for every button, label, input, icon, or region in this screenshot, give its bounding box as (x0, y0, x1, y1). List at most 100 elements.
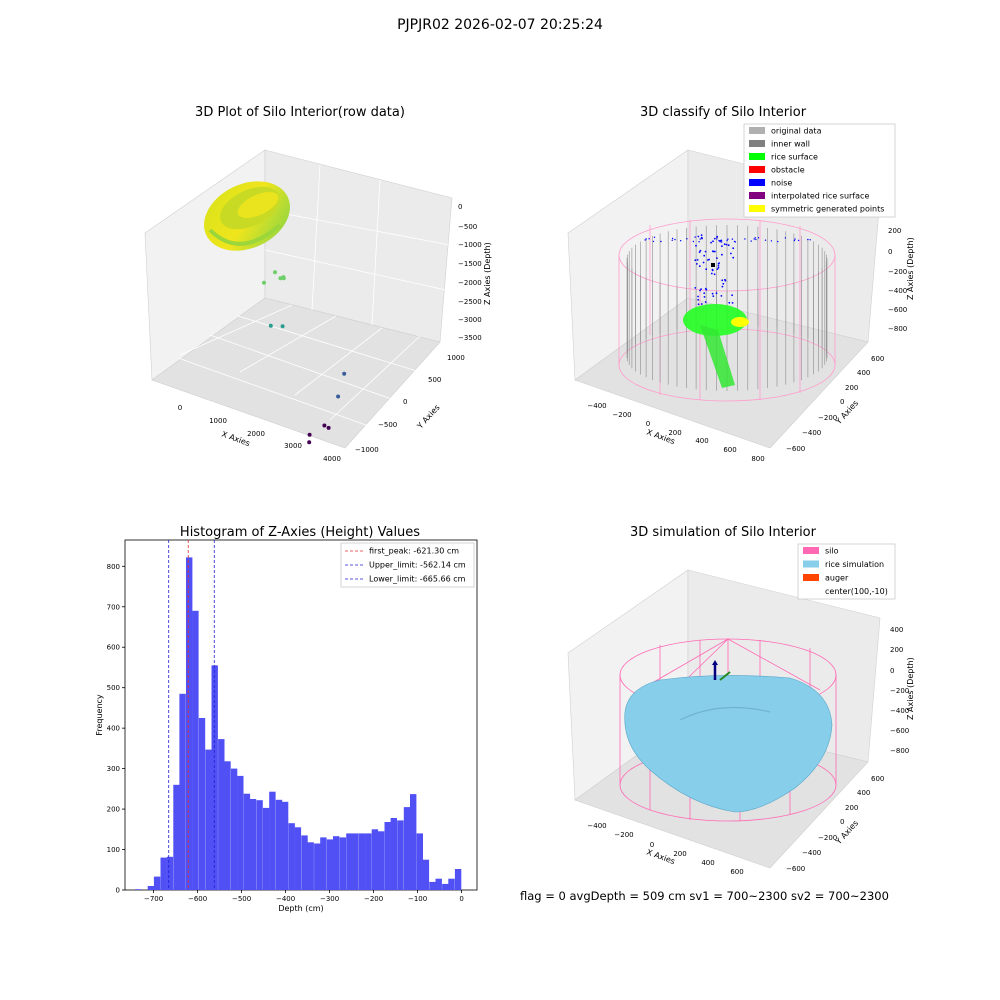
noise-point (699, 289, 701, 292)
histogram-bar (390, 818, 397, 890)
histogram-legend-label: first_peak: -621.30 cm (369, 547, 459, 556)
classify-legend-label: rice surface (771, 153, 818, 162)
noise-point (715, 292, 718, 295)
histogram-bar (384, 822, 391, 890)
noise-point (697, 303, 700, 306)
noise-ring-point (692, 240, 695, 243)
noise-ring-point (764, 239, 767, 241)
histogram-bar (377, 831, 385, 890)
noise-point (703, 292, 706, 294)
histogram-bar (256, 800, 263, 890)
rice-simulation-surface (624, 675, 833, 813)
histogram-title: Histogram of Z-Axies (Height) Values (180, 525, 420, 540)
histogram-bar (153, 876, 161, 890)
histogram-y-tick-label: 400 (107, 725, 120, 733)
simulation-z-tick: 400 (890, 626, 903, 634)
raw-z-tick: −2000 (458, 279, 482, 287)
noise-point (699, 249, 702, 252)
raw-outlier-point (307, 440, 312, 445)
noise-point (710, 272, 713, 275)
histogram-bar (249, 799, 257, 890)
histogram-y-tick-label: 300 (107, 765, 120, 773)
histogram-y-tick-label: 0 (116, 887, 120, 895)
classify-y-tick: 600 (871, 355, 884, 363)
rice-surface-ridge (679, 706, 771, 721)
raw-y-tick: 0 (403, 398, 407, 406)
noise-point (712, 295, 715, 297)
raw-z-tick: −3500 (458, 334, 482, 342)
noise-point (697, 295, 699, 298)
noise-point (703, 254, 706, 257)
classify-z-tick: −400 (888, 287, 907, 295)
simulation-y-tick: 0 (840, 818, 844, 826)
noise-ring-point (694, 236, 696, 238)
histogram-bar (326, 839, 334, 890)
classify-legend-label: obstacle (771, 166, 805, 175)
noise-point (731, 302, 734, 304)
histogram-bar (186, 557, 193, 890)
histogram-bar (218, 739, 225, 890)
histogram-bar (403, 807, 411, 890)
classify-legend: original data inner wall rice surface obsta… (743, 123, 896, 218)
noise-point (721, 253, 723, 256)
histogram-bar (346, 833, 353, 890)
classify-z-tick: −200 (888, 268, 907, 276)
noise-ring-point (671, 239, 673, 241)
classify-legend-swatch (749, 127, 765, 134)
simulation-z-tick: 0 (890, 667, 894, 675)
classify-legend-swatch (749, 179, 765, 186)
histogram-legend-label: Lower_limit: -665.66 cm (369, 575, 466, 584)
classify-3d-plot: 3D classify of Silo Interior original da… (567, 105, 915, 463)
raw-outlier-point (280, 324, 285, 329)
raw-outlier-point (326, 425, 331, 430)
histogram-bar (281, 801, 289, 890)
noise-point (718, 262, 720, 264)
simulation-x-tick: 600 (730, 868, 743, 876)
histogram-bar (454, 869, 462, 890)
classify-noise-points (644, 234, 811, 306)
histogram-x-label: Depth (cm) (278, 904, 323, 913)
simulation-plot-title: 3D simulation of Silo Interior (630, 525, 817, 540)
histogram-bar (358, 833, 366, 890)
classify-legend-swatch (749, 205, 765, 212)
noise-ring-point (794, 238, 796, 240)
histogram-bar (198, 718, 206, 890)
noise-ring-point (648, 238, 650, 240)
histogram-y-tick-label: 600 (107, 644, 120, 652)
noise-point (716, 257, 718, 259)
noise-point (710, 241, 712, 244)
noise-ring-point (807, 238, 809, 241)
noise-point (698, 251, 701, 254)
histogram-x-tick-label: −500 (232, 895, 251, 903)
classify-legend-label: noise (771, 179, 792, 188)
raw-x-tick: 4000 (323, 455, 341, 463)
noise-point (717, 265, 720, 267)
histogram-bar (224, 761, 231, 890)
classify-y-tick: 400 (857, 369, 870, 377)
noise-ring-point (726, 239, 728, 242)
noise-ring-point (671, 237, 674, 240)
raw-grid (177, 164, 451, 431)
noise-point (704, 250, 707, 253)
histogram-bar (435, 878, 442, 890)
simulation-x-tick: 400 (701, 859, 714, 867)
noise-point (721, 245, 723, 248)
noise-ring-point (653, 236, 656, 238)
histogram-y-label: Frequency (95, 694, 104, 736)
raw-outlier-point (322, 423, 327, 428)
histogram-bar (230, 768, 238, 890)
noise-ring-point (797, 239, 800, 242)
noise-ring-point (699, 238, 701, 240)
raw-z-tick: −3000 (458, 316, 482, 324)
simulation-z-tick: 200 (890, 646, 903, 654)
simulation-x-ticks: −400 −200 0 200 400 600 (587, 822, 743, 876)
histogram-plot: Histogram of Z-Axies (Height) Values −70… (95, 525, 478, 913)
noise-point (713, 237, 716, 240)
noise-point (696, 263, 698, 265)
noise-ring-point (793, 239, 796, 242)
histogram-bar (429, 881, 436, 890)
simulation-legend-swatch (803, 547, 819, 554)
raw-y-tick: −500 (378, 421, 397, 429)
histogram-bar (179, 693, 186, 890)
noise-point (700, 236, 703, 239)
